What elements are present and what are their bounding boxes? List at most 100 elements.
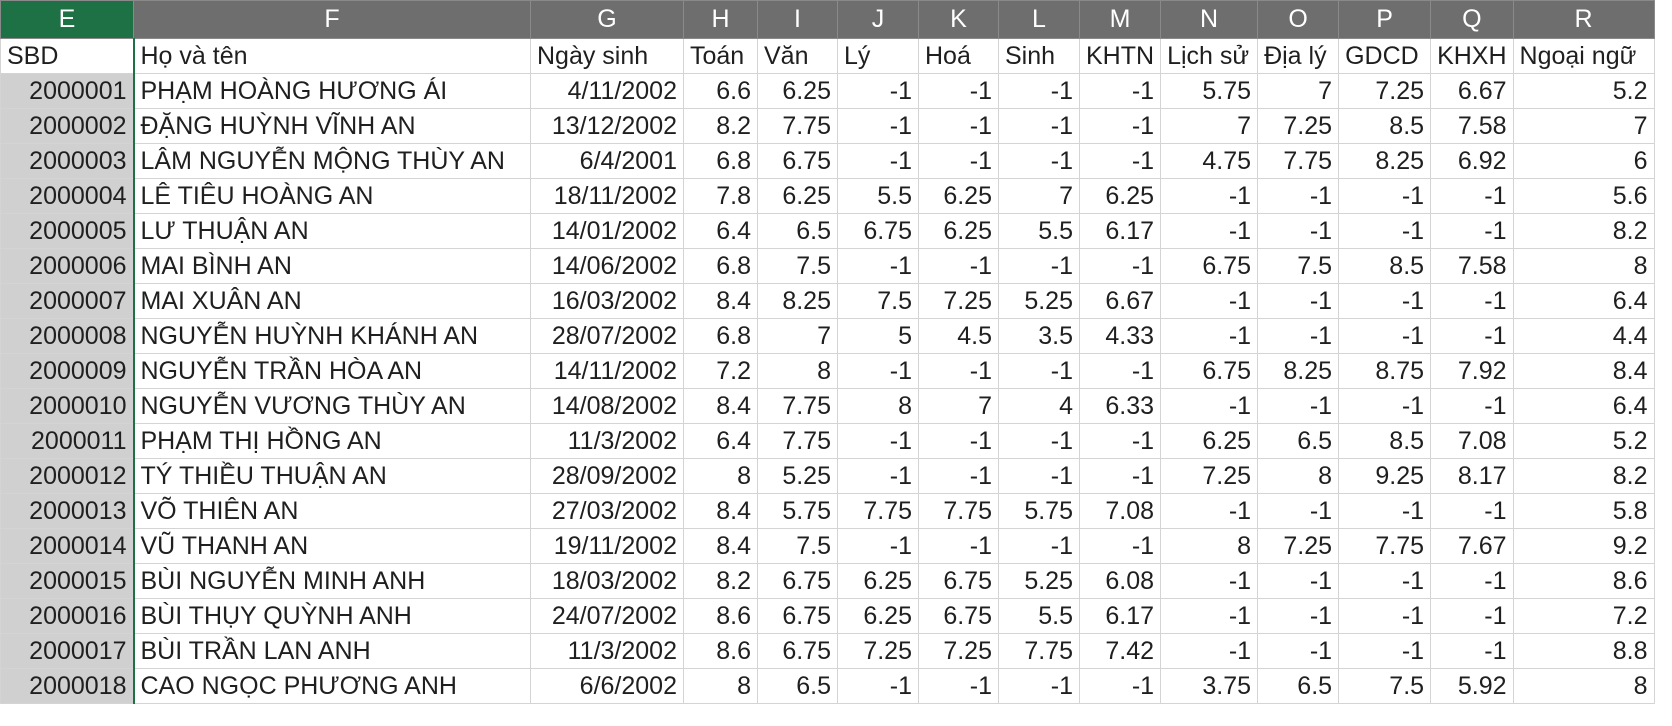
cell[interactable]: -1 [1430, 178, 1514, 214]
cell[interactable]: ĐẶNG HUỲNH VĨNH AN [133, 108, 531, 144]
cell[interactable]: -1 [1338, 318, 1432, 354]
cell[interactable]: 3.75 [1160, 668, 1259, 704]
cell[interactable]: 5.5 [837, 178, 919, 214]
cell[interactable]: 8.25 [1338, 143, 1432, 179]
cell[interactable]: Ngoại ngữ [1512, 38, 1655, 74]
column-header-q[interactable]: Q [1430, 0, 1514, 39]
cell[interactable]: -1 [837, 108, 919, 144]
cell[interactable]: -1 [837, 73, 919, 109]
cell[interactable]: 4/11/2002 [530, 73, 684, 109]
cell[interactable]: 6.25 [757, 73, 838, 109]
cell[interactable]: -1 [1257, 178, 1340, 214]
cell[interactable]: 7.08 [1078, 493, 1162, 529]
cell[interactable]: 6.25 [757, 178, 838, 214]
cell[interactable]: -1 [1430, 283, 1514, 319]
cell[interactable]: -1 [1257, 213, 1340, 249]
cell[interactable]: 6.8 [683, 248, 758, 284]
cell[interactable]: 8.75 [1338, 353, 1432, 389]
cell[interactable]: 14/11/2002 [530, 353, 684, 389]
cell[interactable]: 8 [683, 668, 758, 704]
cell[interactable]: Lịch sử [1160, 38, 1259, 74]
cell[interactable]: 2000005 [0, 213, 135, 249]
cell[interactable]: 6.4 [1512, 283, 1655, 319]
cell[interactable]: MAI XUÂN AN [133, 283, 531, 319]
cell[interactable]: 6.25 [1160, 423, 1259, 459]
cell[interactable]: Ngày sinh [530, 38, 684, 74]
cell[interactable]: 8.2 [683, 108, 758, 144]
cell[interactable]: Lý [837, 38, 919, 74]
cell[interactable]: 6.08 [1078, 563, 1162, 599]
cell[interactable]: 7 [998, 178, 1080, 214]
cell[interactable]: 8.4 [1512, 353, 1655, 389]
cell[interactable]: 8.4 [683, 388, 758, 424]
cell[interactable]: 5.25 [757, 458, 838, 494]
cell[interactable]: 8.4 [683, 283, 758, 319]
cell[interactable]: 27/03/2002 [530, 493, 684, 529]
cell[interactable]: 2000009 [0, 353, 135, 389]
cell[interactable]: 4 [998, 388, 1080, 424]
cell[interactable]: -1 [1078, 458, 1162, 494]
cell[interactable]: GDCD [1338, 38, 1432, 74]
cell[interactable]: 7.75 [757, 108, 838, 144]
cell[interactable]: PHẠM HOÀNG HƯƠNG ÁI [133, 73, 531, 109]
cell[interactable]: Văn [757, 38, 838, 74]
column-header-p[interactable]: P [1338, 0, 1432, 39]
cell[interactable]: NGUYỄN HUỲNH KHÁNH AN [133, 318, 531, 354]
cell[interactable]: 7.25 [918, 633, 999, 669]
cell[interactable]: 8.6 [683, 633, 758, 669]
cell[interactable]: 8.2 [683, 563, 758, 599]
cell[interactable]: 18/03/2002 [530, 563, 684, 599]
cell[interactable]: -1 [1160, 633, 1259, 669]
cell[interactable]: 2000014 [0, 528, 135, 564]
cell[interactable]: 9.2 [1512, 528, 1655, 564]
cell[interactable]: -1 [1430, 633, 1514, 669]
cell[interactable]: 7.2 [1512, 598, 1655, 634]
cell[interactable]: 6.25 [918, 178, 999, 214]
cell[interactable]: 28/09/2002 [530, 458, 684, 494]
cell[interactable]: 7.25 [1257, 528, 1340, 564]
cell[interactable]: NGUYỄN TRẦN HÒA AN [133, 353, 531, 389]
cell[interactable]: LƯ THUẬN AN [133, 213, 531, 249]
column-header-g[interactable]: G [530, 0, 684, 39]
cell[interactable]: -1 [998, 458, 1080, 494]
cell[interactable]: LÊ TIÊU HOÀNG AN [133, 178, 531, 214]
cell[interactable]: 6.25 [837, 598, 919, 634]
cell[interactable]: -1 [1257, 633, 1340, 669]
cell[interactable]: 8.8 [1512, 633, 1655, 669]
cell[interactable]: 14/06/2002 [530, 248, 684, 284]
cell[interactable]: 6/4/2001 [530, 143, 684, 179]
cell[interactable]: -1 [1257, 283, 1340, 319]
cell[interactable]: 6.25 [1078, 178, 1162, 214]
cell[interactable]: -1 [1338, 213, 1432, 249]
cell[interactable]: -1 [918, 143, 999, 179]
cell[interactable]: 8.5 [1338, 108, 1432, 144]
cell[interactable]: 2000001 [0, 73, 135, 109]
cell[interactable]: 7.5 [1257, 248, 1340, 284]
cell[interactable]: 7.92 [1430, 353, 1514, 389]
cell[interactable]: -1 [998, 423, 1080, 459]
cell[interactable]: 7.75 [1338, 528, 1432, 564]
cell[interactable]: 6.67 [1078, 283, 1162, 319]
cell[interactable]: -1 [1160, 178, 1259, 214]
cell[interactable]: 6.75 [918, 563, 999, 599]
cell[interactable]: 14/08/2002 [530, 388, 684, 424]
cell[interactable]: -1 [1257, 388, 1340, 424]
cell[interactable]: 6.75 [757, 633, 838, 669]
cell[interactable]: 19/11/2002 [530, 528, 684, 564]
cell[interactable]: -1 [1257, 318, 1340, 354]
cell[interactable]: SBD [0, 38, 135, 74]
cell[interactable]: KHTN [1078, 38, 1162, 74]
cell[interactable]: -1 [1078, 353, 1162, 389]
cell[interactable]: 7 [1257, 73, 1340, 109]
cell[interactable]: 7.5 [837, 283, 919, 319]
column-header-r[interactable]: R [1512, 0, 1655, 39]
cell[interactable]: LÂM NGUYỄN MỘNG THÙY AN [133, 143, 531, 179]
cell[interactable]: -1 [1257, 563, 1340, 599]
cell[interactable]: 6.67 [1430, 73, 1514, 109]
cell[interactable]: 5.92 [1430, 668, 1514, 704]
cell[interactable]: 11/3/2002 [530, 633, 684, 669]
cell[interactable]: -1 [1430, 563, 1514, 599]
cell[interactable]: 7.2 [683, 353, 758, 389]
column-header-i[interactable]: I [757, 0, 838, 39]
cell[interactable]: -1 [918, 108, 999, 144]
